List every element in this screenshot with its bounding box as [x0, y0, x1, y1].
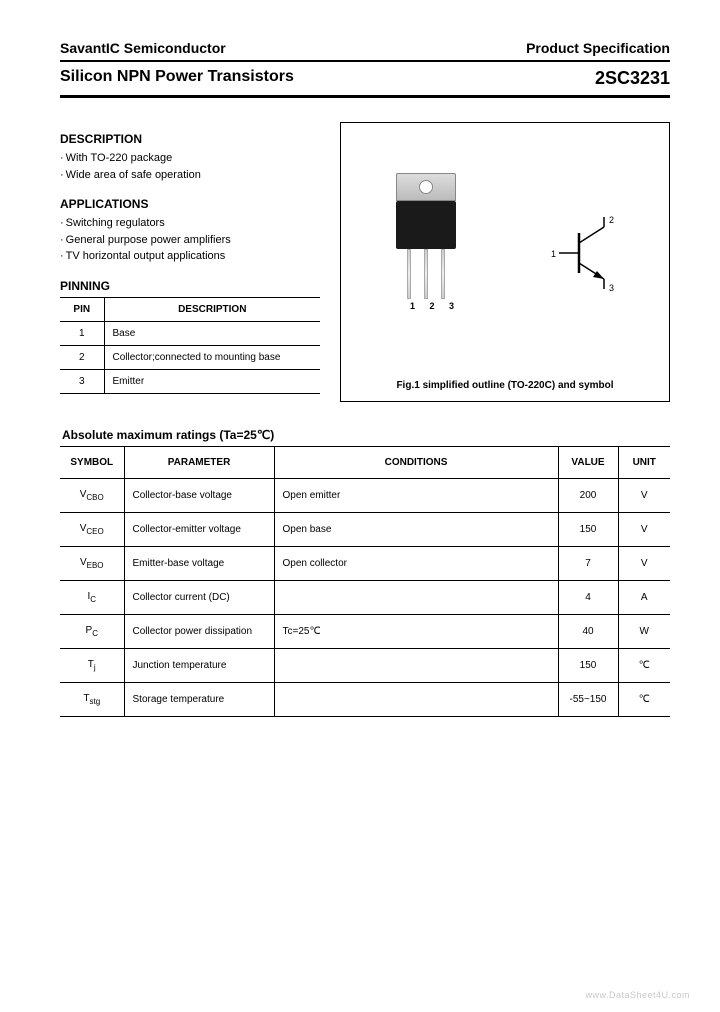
ratings-unit: A — [618, 581, 670, 615]
ratings-title: Absolute maximum ratings (Ta=25℃) — [62, 428, 670, 442]
ratings-symbol: Tj — [60, 649, 124, 683]
description-item: Wide area of safe operation — [60, 167, 320, 184]
ratings-conditions: Open base — [274, 513, 558, 547]
transistor-symbol: 1 2 3 — [549, 213, 629, 298]
ratings-parameter: Collector current (DC) — [124, 581, 274, 615]
ratings-value: 150 — [558, 649, 618, 683]
ratings-value: 40 — [558, 615, 618, 649]
ratings-col-header: SYMBOL — [60, 447, 124, 479]
table-row: 2 Collector;connected to mounting base — [60, 345, 320, 369]
pin-col-header: DESCRIPTION — [104, 297, 320, 321]
ratings-symbol: Tstg — [60, 683, 124, 717]
ratings-parameter: Collector-base voltage — [124, 479, 274, 513]
table-row: 1 Base — [60, 321, 320, 345]
doc-type: Product Specification — [526, 40, 670, 56]
lead-labels: 1 2 3 — [399, 301, 471, 311]
ratings-col-header: CONDITIONS — [274, 447, 558, 479]
ratings-unit: ℃ — [618, 649, 670, 683]
applications-heading: APPLICATIONS — [60, 197, 320, 211]
ratings-unit: V — [618, 513, 670, 547]
part-number: 2SC3231 — [595, 68, 670, 89]
symbol-pin-1: 1 — [551, 249, 556, 259]
figure-caption: Fig.1 simplified outline (TO-220C) and s… — [341, 380, 669, 391]
pin-desc: Base — [104, 321, 320, 345]
table-row: VCBOCollector-base voltageOpen emitter20… — [60, 479, 670, 513]
ratings-value: 4 — [558, 581, 618, 615]
ratings-col-header: UNIT — [618, 447, 670, 479]
table-row: TjJunction temperature 150℃ — [60, 649, 670, 683]
ratings-parameter: Junction temperature — [124, 649, 274, 683]
symbol-pin-3: 3 — [609, 283, 614, 293]
ratings-conditions: Open emitter — [274, 479, 558, 513]
ratings-unit: ℃ — [618, 683, 670, 717]
applications-item: General purpose power amplifiers — [60, 232, 320, 249]
ratings-unit: W — [618, 615, 670, 649]
pin-desc: Collector;connected to mounting base — [104, 345, 320, 369]
ratings-symbol: VCEO — [60, 513, 124, 547]
pin-number: 1 — [60, 321, 104, 345]
ratings-value: 7 — [558, 547, 618, 581]
pin-number: 2 — [60, 345, 104, 369]
header-row: SavantIC Semiconductor Product Specifica… — [60, 40, 670, 62]
description-heading: DESCRIPTION — [60, 132, 320, 146]
pin-desc: Emitter — [104, 369, 320, 393]
ratings-unit: V — [618, 547, 670, 581]
ratings-parameter: Storage temperature — [124, 683, 274, 717]
ratings-value: 150 — [558, 513, 618, 547]
symbol-pin-2: 2 — [609, 215, 614, 225]
ratings-symbol: IC — [60, 581, 124, 615]
ratings-conditions: Tc=25℃ — [274, 615, 558, 649]
applications-list: Switching regulators General purpose pow… — [60, 215, 320, 265]
ratings-symbol: PC — [60, 615, 124, 649]
company-name: SavantIC Semiconductor — [60, 40, 226, 56]
ratings-conditions — [274, 683, 558, 717]
ratings-table: SYMBOL PARAMETER CONDITIONS VALUE UNIT V… — [60, 446, 670, 717]
table-row: 3 Emitter — [60, 369, 320, 393]
title-row: Silicon NPN Power Transistors 2SC3231 — [60, 62, 670, 98]
ratings-symbol: VEBO — [60, 547, 124, 581]
pin-number: 3 — [60, 369, 104, 393]
ratings-parameter: Collector-emitter voltage — [124, 513, 274, 547]
ratings-conditions — [274, 581, 558, 615]
component-drawing: 1 2 3 — [381, 173, 471, 311]
pinning-table: PIN DESCRIPTION 1 Base 2 Collector;conne… — [60, 297, 320, 394]
pin-col-header: PIN — [60, 297, 104, 321]
applications-item: TV horizontal output applications — [60, 248, 320, 265]
description-item: With TO-220 package — [60, 150, 320, 167]
table-row: PCCollector power dissipationTc=25℃40W — [60, 615, 670, 649]
description-list: With TO-220 package Wide area of safe op… — [60, 150, 320, 183]
product-title: Silicon NPN Power Transistors — [60, 68, 294, 89]
ratings-col-header: VALUE — [558, 447, 618, 479]
watermark: www.DataSheet4U.com — [585, 990, 690, 1000]
applications-item: Switching regulators — [60, 215, 320, 232]
ratings-parameter: Collector power dissipation — [124, 615, 274, 649]
pinning-heading: PINNING — [60, 279, 320, 293]
table-row: VEBOEmitter-base voltageOpen collector7V — [60, 547, 670, 581]
ratings-unit: V — [618, 479, 670, 513]
table-row: TstgStorage temperature -55~150℃ — [60, 683, 670, 717]
table-row: ICCollector current (DC) 4A — [60, 581, 670, 615]
ratings-parameter: Emitter-base voltage — [124, 547, 274, 581]
figure-box: 1 2 3 1 2 3 Fig. — [340, 122, 670, 402]
table-row: VCEOCollector-emitter voltageOpen base15… — [60, 513, 670, 547]
ratings-conditions — [274, 649, 558, 683]
ratings-conditions: Open collector — [274, 547, 558, 581]
ratings-col-header: PARAMETER — [124, 447, 274, 479]
ratings-value: -55~150 — [558, 683, 618, 717]
ratings-symbol: VCBO — [60, 479, 124, 513]
ratings-value: 200 — [558, 479, 618, 513]
